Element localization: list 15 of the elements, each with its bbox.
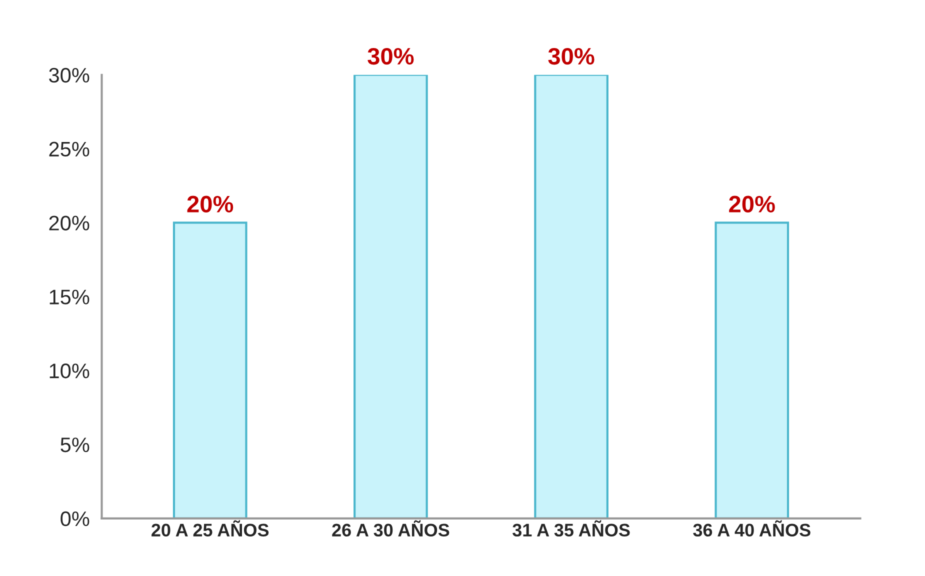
y-tick-label: 0% xyxy=(60,511,90,526)
x-tick-label: 31 A 35 AÑOS xyxy=(512,520,630,537)
y-tick-label: 15% xyxy=(50,290,90,304)
y-tick-label: 25% xyxy=(49,142,90,157)
x-tick-label: 26 A 30 AÑOS xyxy=(332,520,450,537)
y-tick-label: 30% xyxy=(49,68,90,83)
data-label: 30% xyxy=(368,48,414,65)
x-tick-label: 20 A 25 AÑOS xyxy=(152,520,269,537)
y-tick-label: 5% xyxy=(60,438,90,452)
y-tick-label: 10% xyxy=(50,364,90,378)
data-label: 20% xyxy=(729,196,775,212)
y-tick-label: 20% xyxy=(49,216,90,230)
x-tick-label: 36 A 40 AÑOS xyxy=(693,520,810,537)
data-label: 20% xyxy=(187,196,234,212)
data-label: 30% xyxy=(548,48,594,65)
